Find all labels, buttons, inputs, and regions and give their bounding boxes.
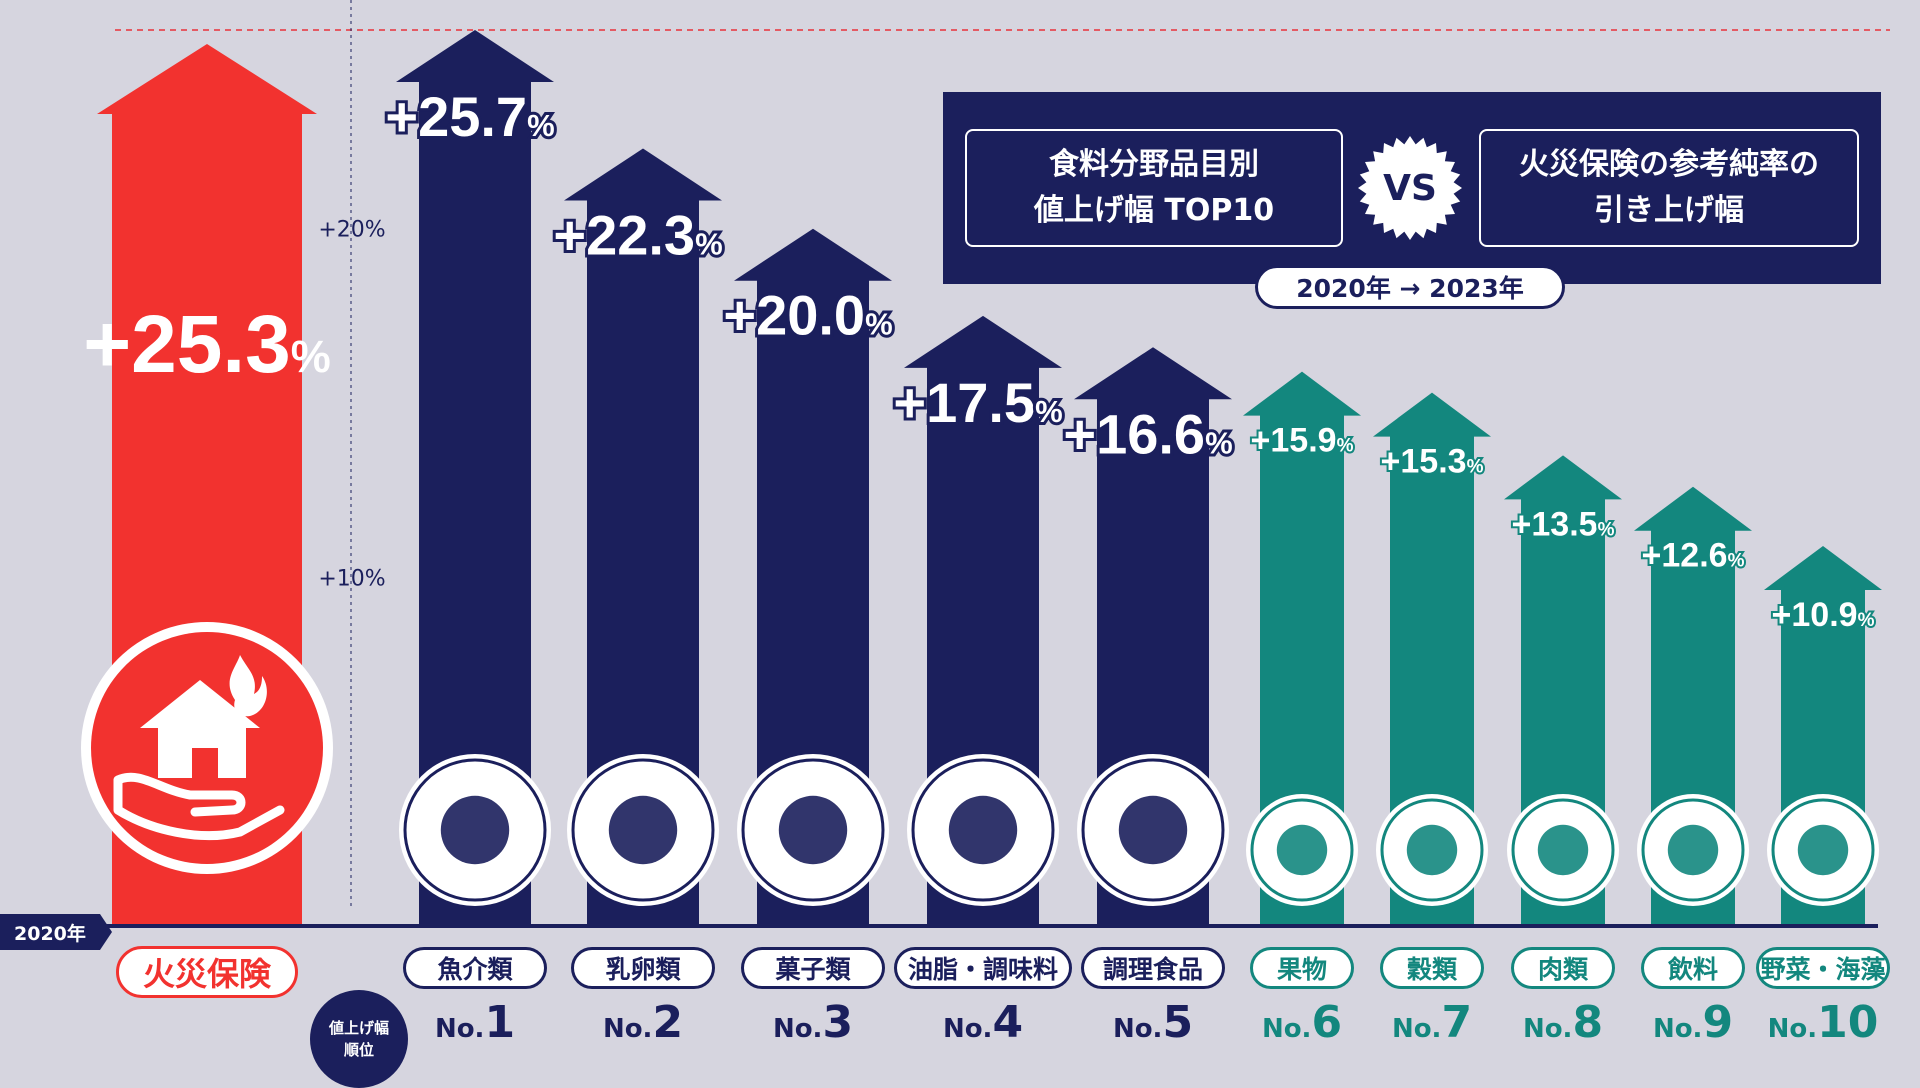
rank-prefix: No. [772,1014,823,1044]
arrow-1 [396,30,554,926]
value-label-8: +13.5% [1512,505,1615,543]
rank-prefix: No. [1522,1014,1573,1044]
rank-prefix: No. [602,1014,653,1044]
arrow-7 [1373,392,1491,927]
header-right-line-2: 引き上げ幅 [1594,193,1744,228]
value-label-7: +15.3% [1381,443,1484,481]
header-left-line-1: 食料分野品目別 [1049,147,1259,182]
sweets-icon [737,754,889,906]
rank-8: No.8 [1483,997,1643,1048]
rank-number: 4 [992,997,1024,1048]
category-label-4: 油脂・調味料 [894,947,1072,989]
value-label-2: +22.3% [553,204,722,267]
rank-caption-line-1: 値上げ幅 [328,1019,389,1037]
header-right-line-1: 火災保険の参考純率の [1519,147,1819,182]
vegetable-seaweed-icon [1767,794,1879,906]
meat-icon [1507,794,1619,906]
rank-number: 8 [1572,997,1604,1048]
arrow-2 [564,148,722,926]
value-label-4: +17.5% [893,371,1062,434]
category-label-6: 果物 [1250,947,1354,989]
value-label-1: +25.7% [385,85,554,148]
gridline-label: +10% [318,566,385,591]
category-label-10: 野菜・海藻 [1756,947,1890,989]
fire-insurance-value: +25.3% [83,299,331,390]
category-label-1: 魚介類 [403,947,547,989]
rank-number: 1 [484,997,516,1048]
prepared-food-icon [1077,754,1229,906]
arrow-6 [1243,371,1361,926]
category-label-8: 肉類 [1511,947,1615,989]
rank-number: 6 [1311,997,1343,1048]
rank-5: No.5 [1073,997,1233,1048]
fruit-icon [1246,794,1358,906]
category-label-9: 飲料 [1641,947,1745,989]
rank-number: 7 [1441,997,1473,1048]
rank-3: No.3 [733,997,893,1048]
rank-number: 3 [822,997,854,1048]
category-label-7: 穀類 [1380,947,1484,989]
header-left-line-2: 値上げ幅 TOP10 [1033,193,1275,228]
house-fire-hand-icon [91,632,323,864]
rank-6: No.6 [1222,997,1382,1048]
header-right-box: 火災保険の参考純率の 引き上げ幅 [1479,129,1859,247]
rank-9: No.9 [1613,997,1773,1048]
rank-prefix: No. [1391,1014,1442,1044]
rank-prefix: No. [1767,1014,1818,1044]
rank-caption: 値上げ幅 順位 [310,990,408,1088]
gridline-label: +20% [318,218,385,243]
oil-seasoning-icon [907,754,1059,906]
rank-4: No.4 [903,997,1063,1048]
rank-caption-line-2: 順位 [343,1041,374,1059]
rank-1: No.1 [395,997,555,1048]
beverage-icon [1637,794,1749,906]
arrow-3 [734,228,892,926]
rank-2: No.2 [563,997,723,1048]
rank-prefix: No. [942,1014,993,1044]
rank-prefix: No. [1652,1014,1703,1044]
value-label-5: +16.6% [1063,402,1232,465]
category-label-3: 菓子類 [741,947,885,989]
rank-number: 9 [1702,997,1734,1048]
rank-number: 10 [1817,997,1879,1048]
value-label-3: +20.0% [723,284,892,347]
value-label-6: +15.9% [1251,422,1354,460]
fire-insurance-label: 火災保険 [116,946,298,998]
vs-label: VS [1383,168,1437,209]
rank-prefix: No. [434,1014,485,1044]
value-label-10: +10.9% [1772,596,1875,634]
header-left-box: 食料分野品目別 値上げ幅 TOP10 [965,129,1343,247]
rank-number: 2 [652,997,684,1048]
value-label-9: +12.6% [1642,537,1745,575]
rank-10: No.10 [1743,997,1903,1048]
dairy-eggs-icon [567,754,719,906]
baseline-year-tag: 2020年 [0,914,112,950]
rank-number: 5 [1162,997,1194,1048]
vs-burst-icon: VS [1358,136,1462,240]
year-range-badge: 2020年 → 2023年 [1255,265,1565,309]
rank-prefix: No. [1261,1014,1312,1044]
grain-icon [1376,794,1488,906]
rank-prefix: No. [1112,1014,1163,1044]
category-label-5: 調理食品 [1081,947,1225,989]
rank-7: No.7 [1352,997,1512,1048]
category-label-2: 乳卵類 [571,947,715,989]
fish-shellfish-icon [399,754,551,906]
